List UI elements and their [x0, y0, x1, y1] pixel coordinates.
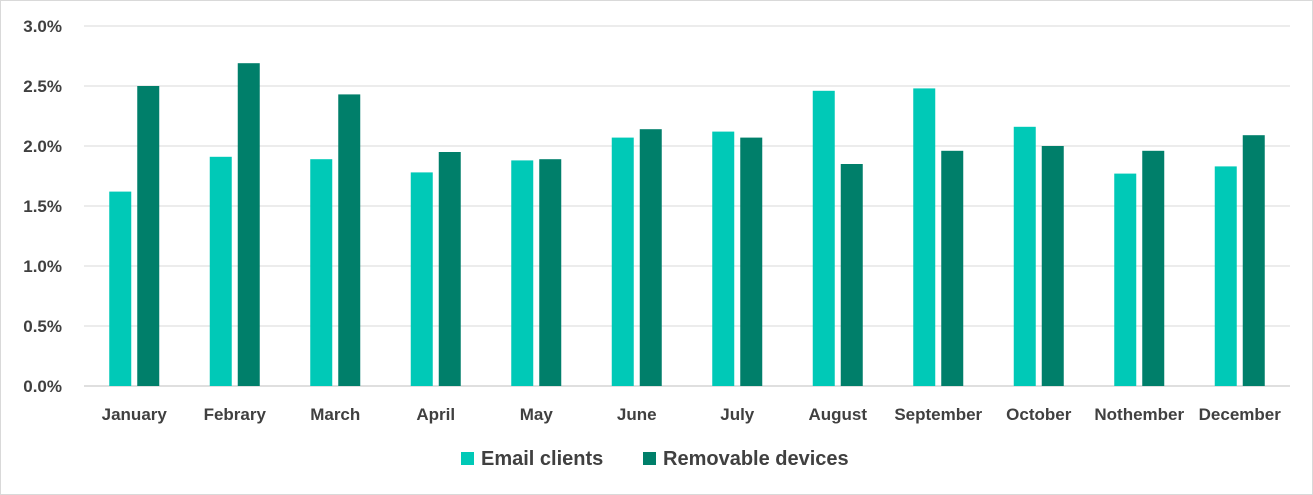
bar-removable-devices: [438, 152, 461, 386]
bars: [109, 63, 1265, 387]
x-tick-label: June: [617, 405, 657, 424]
bar-removable-devices: [237, 63, 260, 386]
bar-email-clients: [913, 88, 936, 387]
legend-swatch: [643, 452, 656, 465]
x-tick-label: October: [1006, 405, 1072, 424]
bar-email-clients: [511, 160, 534, 386]
legend-label: Email clients: [481, 448, 603, 470]
bar-email-clients: [812, 90, 835, 387]
y-tick-label: 1.0%: [23, 257, 62, 276]
x-tick-label: April: [416, 405, 455, 424]
bar-email-clients: [1214, 166, 1237, 386]
legend-label: Removable devices: [663, 448, 849, 470]
bar-removable-devices: [539, 159, 562, 386]
x-tick-label: March: [310, 405, 360, 424]
bar-removable-devices: [740, 137, 763, 386]
y-axis-labels: 0.0% 0.5% 1.0% 1.5% 2.0% 2.5% 3.0%: [23, 17, 62, 396]
y-tick-label: 2.0%: [23, 137, 62, 156]
legend-swatch: [461, 452, 474, 465]
bar-removable-devices: [639, 129, 662, 386]
x-tick-label: January: [102, 405, 168, 424]
x-tick-label: September: [894, 405, 982, 424]
x-tick-label: May: [520, 405, 554, 424]
bar-email-clients: [712, 131, 735, 386]
bar-email-clients: [310, 159, 333, 386]
x-tick-label: August: [808, 405, 867, 424]
bar-email-clients: [1013, 126, 1036, 387]
bar-email-clients: [611, 137, 634, 386]
x-tick-label: December: [1199, 405, 1282, 424]
x-axis-labels: January Febrary March April May June July Augus…: [102, 405, 1282, 424]
bar-removable-devices: [338, 94, 361, 387]
x-tick-label: Febrary: [204, 405, 267, 424]
bar-email-clients: [1114, 173, 1137, 386]
bar-removable-devices: [137, 86, 160, 386]
bar-email-clients: [410, 172, 433, 386]
y-tick-label: 1.5%: [23, 197, 62, 216]
gridlines: [84, 25, 1290, 387]
y-tick-label: 0.0%: [23, 377, 62, 396]
bar-removable-devices: [1041, 146, 1064, 386]
bar-removable-devices: [1142, 150, 1165, 386]
bar-email-clients: [109, 191, 132, 386]
y-tick-label: 2.5%: [23, 77, 62, 96]
y-tick-label: 0.5%: [23, 317, 62, 336]
bar-removable-devices: [1242, 135, 1265, 386]
legend: Email clients Removable devices: [461, 448, 849, 470]
bar-removable-devices: [941, 150, 964, 386]
y-tick-label: 3.0%: [23, 17, 62, 36]
bar-email-clients: [209, 156, 232, 386]
x-tick-label: Nothember: [1094, 405, 1184, 424]
x-tick-label: July: [720, 405, 755, 424]
bar-removable-devices: [840, 164, 863, 386]
